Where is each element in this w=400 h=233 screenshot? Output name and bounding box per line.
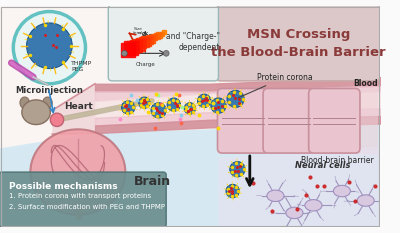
Text: Protein corona: Protein corona — [238, 73, 313, 98]
Circle shape — [230, 162, 245, 177]
Text: Charge: Charge — [136, 62, 155, 67]
Text: Possible mechanisms: Possible mechanisms — [10, 182, 118, 191]
FancyBboxPatch shape — [218, 89, 269, 153]
Text: Brain: Brain — [134, 175, 170, 188]
Ellipse shape — [305, 200, 322, 211]
FancyBboxPatch shape — [263, 89, 314, 153]
Text: 2. Surface modification with PEG and THPMP: 2. Surface modification with PEG and THP… — [10, 204, 166, 210]
Polygon shape — [52, 84, 95, 134]
Circle shape — [151, 103, 166, 118]
Ellipse shape — [357, 195, 374, 206]
Circle shape — [198, 94, 211, 107]
Ellipse shape — [267, 190, 284, 202]
Circle shape — [227, 90, 244, 107]
Text: Neural cells: Neural cells — [295, 161, 351, 170]
Text: Size
(nm): Size (nm) — [132, 27, 142, 35]
Ellipse shape — [22, 100, 50, 125]
Ellipse shape — [333, 185, 350, 197]
Circle shape — [163, 51, 169, 56]
Circle shape — [122, 101, 135, 114]
Circle shape — [122, 51, 127, 56]
Circle shape — [13, 12, 86, 84]
Text: Heart: Heart — [64, 102, 93, 111]
Circle shape — [211, 98, 226, 113]
Circle shape — [167, 98, 180, 111]
Circle shape — [50, 113, 64, 127]
Circle shape — [139, 97, 150, 108]
Ellipse shape — [30, 129, 125, 215]
Ellipse shape — [20, 97, 30, 108]
Circle shape — [184, 103, 196, 114]
Polygon shape — [74, 210, 84, 219]
Text: Blood: Blood — [353, 79, 378, 88]
Text: THPMP
PEG: THPMP PEG — [71, 61, 92, 72]
Ellipse shape — [286, 207, 303, 219]
Circle shape — [226, 184, 239, 198]
Bar — [218, 89, 378, 154]
Text: 1. Protein corona with transport proteins: 1. Protein corona with transport protein… — [10, 193, 152, 199]
Text: MSN Crossing
the Blood-Brain Barrier: MSN Crossing the Blood-Brain Barrier — [211, 28, 386, 59]
FancyBboxPatch shape — [216, 5, 380, 81]
Text: Blood-brain barrier: Blood-brain barrier — [301, 156, 374, 165]
Circle shape — [26, 23, 72, 69]
Ellipse shape — [43, 97, 52, 108]
Text: Microinjection: Microinjection — [16, 86, 83, 95]
FancyBboxPatch shape — [309, 89, 360, 153]
Polygon shape — [0, 124, 380, 227]
FancyBboxPatch shape — [108, 5, 218, 81]
Text: "Size-" and "Charge-"
dependent: "Size-" and "Charge-" dependent — [138, 31, 220, 52]
FancyBboxPatch shape — [0, 172, 166, 227]
Polygon shape — [218, 146, 380, 227]
